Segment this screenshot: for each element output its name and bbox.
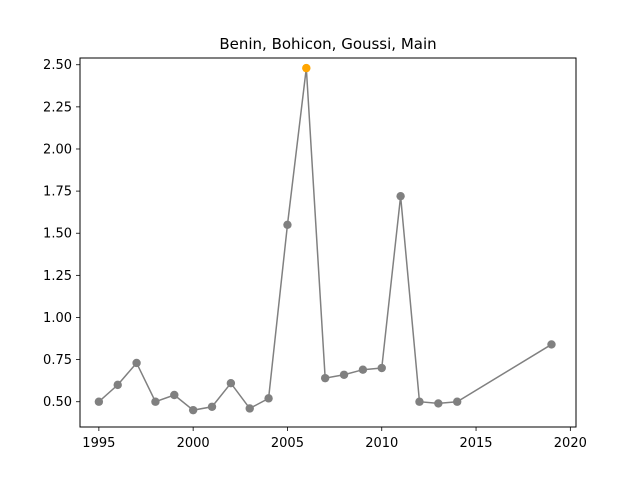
y-tick-label: 0.75 <box>43 353 72 368</box>
y-tick-label: 2.00 <box>43 142 72 157</box>
axes: 1995 2000 2005 2010 2015 2020 0.50 0.75 1.00 1.25… <box>43 58 587 451</box>
data-point <box>226 378 236 388</box>
chart-title: Benin, Bohicon, Goussi, Main <box>219 35 436 53</box>
y-tick-label: 2.50 <box>43 58 72 73</box>
data-point <box>283 220 292 230</box>
data-point <box>94 397 104 406</box>
data-point <box>415 397 424 406</box>
y-tick-label: 0.50 <box>43 395 72 410</box>
y-tick-label: 2.25 <box>43 100 72 115</box>
data-point <box>188 405 198 415</box>
x-tick-label: 2015 <box>459 436 492 451</box>
data-point <box>339 370 349 379</box>
x-tick-label: 2000 <box>177 436 210 451</box>
data-point <box>358 365 368 374</box>
data-point <box>547 340 556 349</box>
data-point <box>245 404 254 413</box>
y-tick-label: 1.50 <box>43 227 72 242</box>
data-point <box>396 191 405 201</box>
highlighted-data-point <box>302 63 311 73</box>
data-point <box>207 402 217 411</box>
x-tick-label: 2020 <box>554 436 587 451</box>
data-point <box>132 358 141 368</box>
y-tick-label: 1.00 <box>43 311 72 326</box>
plot-area <box>94 63 556 415</box>
data-point <box>113 380 122 390</box>
axes-frame <box>79 57 577 428</box>
data-point <box>434 399 443 408</box>
x-tick-label: 1995 <box>82 436 115 451</box>
x-tick-label: 2010 <box>365 436 398 451</box>
y-tick-label: 1.25 <box>43 269 72 284</box>
data-point <box>320 373 330 383</box>
data-point <box>151 397 160 406</box>
data-point <box>452 397 462 406</box>
data-point <box>377 363 386 373</box>
series-line <box>98 68 552 411</box>
data-point <box>170 390 179 400</box>
y-tick-label: 1.75 <box>43 185 72 200</box>
x-tick-label: 2005 <box>271 436 304 451</box>
data-point <box>264 394 273 403</box>
